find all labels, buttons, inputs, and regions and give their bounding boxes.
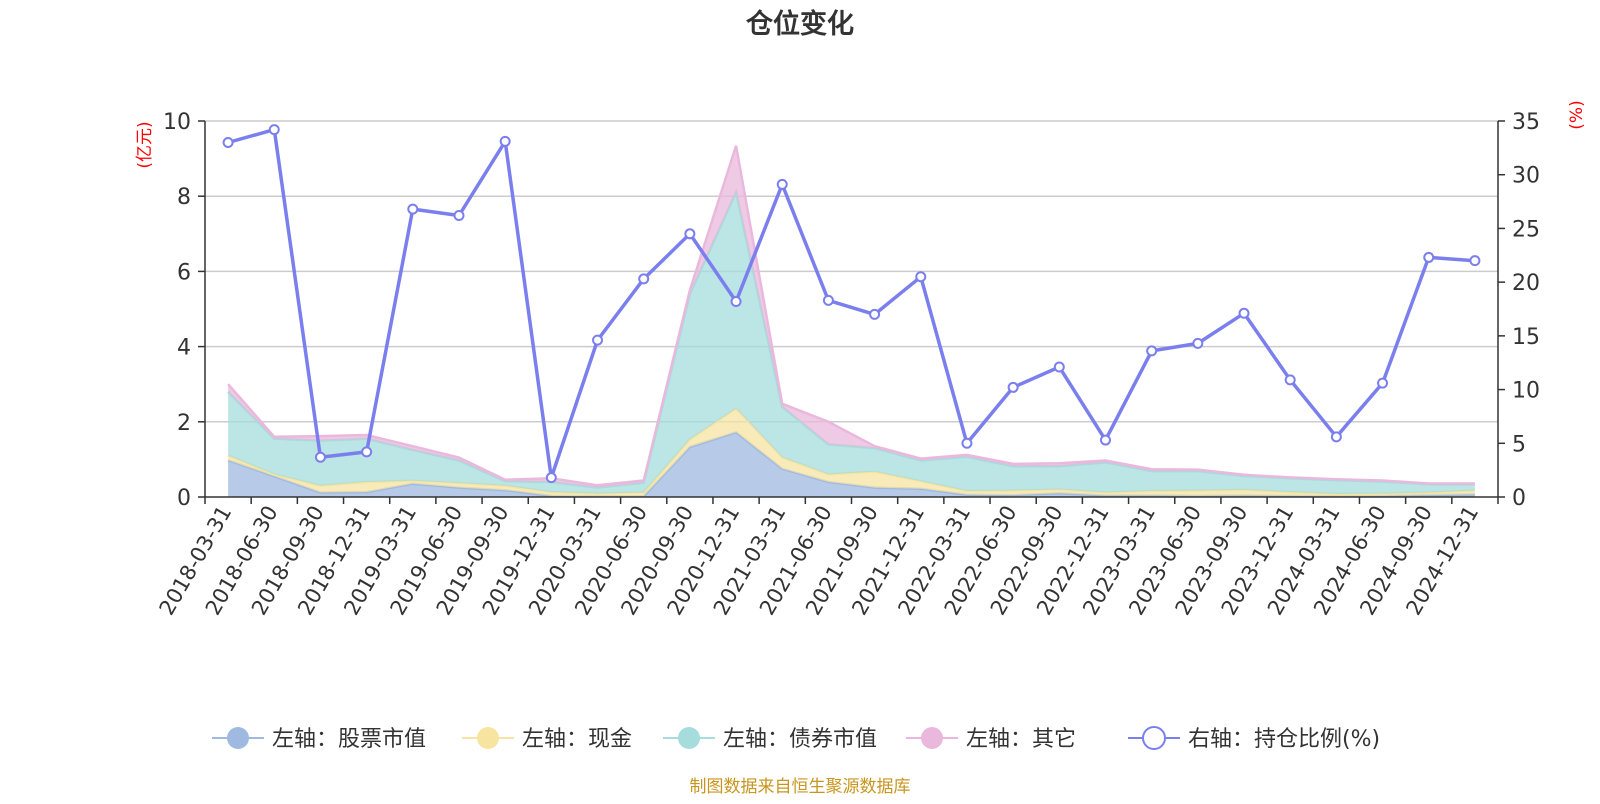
ratio-line-path: [227, 127, 1476, 480]
right-axis-unit-label: (%): [1567, 100, 1587, 129]
holding-ratio-line: [222, 124, 1481, 484]
ratio-point: [961, 437, 973, 449]
ratio-point: [1099, 434, 1111, 446]
ratio-point: [822, 294, 834, 306]
legend-label: 左轴：债券市值: [723, 727, 877, 752]
ratio-point: [1469, 255, 1481, 267]
legend-circle-marker: [921, 727, 943, 749]
ratio-point: [1423, 251, 1435, 263]
data-source-footer: 制图数据来自恒生聚源数据库: [690, 777, 911, 797]
ratio-point: [730, 295, 742, 307]
left-axis-tick-label: 4: [177, 336, 191, 361]
legend-circle-marker: [678, 727, 700, 749]
left-axis-unit-label: (亿元): [135, 121, 155, 168]
legend-item: 左轴：股票市值: [212, 727, 426, 752]
legend-item: 左轴：其它: [906, 727, 1076, 752]
legend-item: 右轴：持仓比例(%): [1128, 726, 1380, 752]
left-axis-tick-label: 10: [163, 110, 191, 135]
area-series-2: [228, 408, 1475, 497]
ratio-point: [1146, 345, 1158, 357]
stacked-areas: [227, 145, 1475, 498]
ratio-point: [1053, 361, 1065, 373]
ratio-point: [453, 210, 465, 222]
ratio-point: [222, 136, 234, 148]
right-axis-tick-label: 20: [1512, 271, 1540, 296]
legend-circle-marker: [477, 727, 499, 749]
right-axis-tick-label: 30: [1512, 164, 1540, 189]
ratio-point: [1330, 431, 1342, 443]
area-series-3: [228, 192, 1475, 494]
right-axis-tick-label: 10: [1512, 379, 1540, 404]
area-series-4: [228, 145, 1475, 488]
legend-label: 左轴：现金: [522, 727, 632, 752]
ratio-point: [1192, 337, 1204, 349]
axes: 0246810051015202530352018-03-312018-06-3…: [155, 110, 1540, 619]
ratio-point: [545, 472, 557, 484]
ratio-point: [499, 135, 511, 147]
chart-title: 仓位变化: [745, 8, 854, 40]
ratio-point: [1238, 307, 1250, 319]
right-axis-tick-label: 35: [1512, 110, 1540, 135]
left-axis-tick-label: 6: [177, 260, 191, 285]
left-axis-tick-label: 0: [177, 486, 191, 511]
left-axis-tick-label: 8: [177, 185, 191, 210]
ratio-point: [684, 228, 696, 240]
legend-item: 左轴：现金: [462, 727, 632, 752]
ratio-point: [1284, 374, 1296, 386]
ratio-point: [776, 178, 788, 190]
legend-label: 右轴：持仓比例(%): [1188, 727, 1380, 752]
ratio-point: [592, 334, 604, 346]
left-axis-tick-label: 2: [177, 411, 191, 436]
right-axis-tick-label: 15: [1512, 325, 1540, 350]
ratio-point: [314, 451, 326, 463]
ratio-point: [361, 446, 373, 458]
legend-circle-marker: [1142, 726, 1166, 750]
grid-lines: [205, 120, 1498, 423]
ratio-point: [915, 271, 927, 283]
ratio-point: [869, 308, 881, 320]
ratio-point: [1377, 377, 1389, 389]
right-axis-tick-label: 25: [1512, 217, 1540, 242]
legend-label: 左轴：其它: [966, 727, 1076, 752]
legend: 左轴：股票市值 左轴：现金 左轴：债券市值 左轴：其它 右轴：持仓比例(%): [212, 726, 1380, 752]
ratio-point: [407, 203, 419, 215]
legend-item: 左轴：债券市值: [663, 727, 877, 752]
legend-circle-marker: [227, 727, 249, 749]
legend-label: 左轴：股票市值: [272, 727, 426, 752]
ratio-point: [268, 124, 280, 136]
ratio-point: [638, 273, 650, 285]
right-axis-tick-label: 5: [1512, 432, 1526, 457]
ratio-point: [1007, 381, 1019, 393]
area-series-4-edge: [227, 145, 1475, 487]
right-axis-tick-label: 0: [1512, 486, 1526, 511]
